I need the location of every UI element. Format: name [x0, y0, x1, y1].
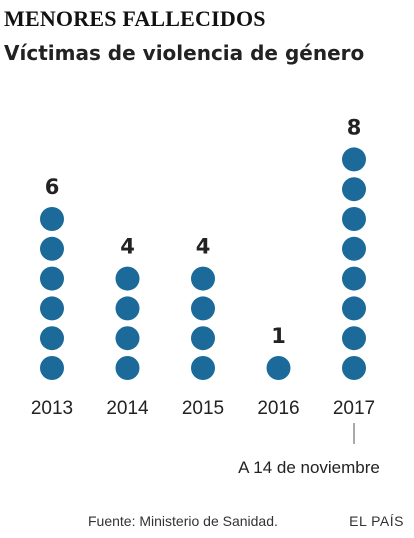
year-label-2014: 2014	[106, 398, 149, 419]
data-dot-2017-1	[342, 356, 366, 380]
chart-subtitle: Víctimas de violencia de género	[4, 41, 365, 65]
value-label-2016: 1	[271, 324, 286, 348]
year-label-2015: 2015	[182, 398, 224, 419]
data-dot-2017-2	[342, 326, 366, 351]
data-dot-2017-6	[342, 207, 366, 231]
data-dot-2017-8	[342, 147, 366, 172]
annotation-note: A 14 de noviembre	[238, 458, 380, 477]
data-dot-2014-3	[115, 296, 140, 321]
value-label-2015: 4	[196, 235, 211, 259]
year-label-2013: 2013	[31, 398, 73, 419]
data-dot-2015-3	[191, 296, 215, 321]
data-dot-2015-4	[191, 266, 215, 291]
publisher-brand: EL PAÍS	[349, 513, 404, 529]
data-dot-2017-7	[342, 177, 366, 202]
data-dot-2013-2	[40, 326, 64, 351]
data-dot-2017-3	[342, 296, 366, 321]
data-dot-2017-4	[342, 266, 366, 291]
data-dot-2017-5	[342, 236, 366, 261]
data-dot-2016-1	[266, 356, 291, 380]
chart-title: MENORES FALLECIDOS	[4, 6, 266, 31]
data-dot-2014-4	[115, 266, 140, 291]
data-dot-2013-1	[40, 356, 64, 380]
data-dot-2013-3	[40, 296, 64, 321]
data-dot-2013-6	[40, 207, 64, 231]
data-dot-2013-5	[40, 236, 64, 261]
year-label-2017: 2017	[333, 398, 375, 419]
value-label-2014: 4	[120, 235, 135, 259]
value-label-2017: 8	[347, 115, 362, 139]
data-dot-2013-4	[40, 266, 64, 291]
source-note: Fuente: Ministerio de Sanidad.	[88, 513, 278, 529]
data-dot-2015-1	[191, 356, 215, 380]
data-dot-2014-2	[115, 326, 140, 351]
value-label-2013: 6	[45, 175, 60, 199]
year-label-2016: 2016	[257, 398, 299, 419]
data-dot-2014-1	[115, 356, 140, 380]
data-dot-2015-2	[191, 326, 215, 351]
